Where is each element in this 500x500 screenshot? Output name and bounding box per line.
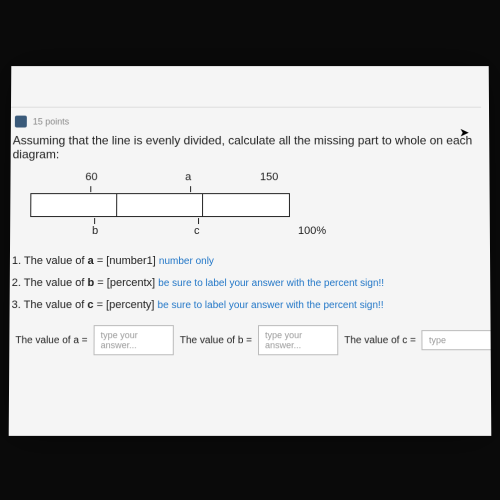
sub-question: 3. The value of c = [percenty] be sure t… xyxy=(12,299,483,311)
bar-segment xyxy=(31,194,117,216)
sub-number: 2. xyxy=(12,277,21,289)
answer-input[interactable]: type xyxy=(422,330,491,350)
sub-pre: The value of xyxy=(24,277,88,289)
diagram-tick xyxy=(198,218,199,224)
sub-question: 1. The value of a = [number1] number onl… xyxy=(12,255,482,267)
bar-diagram: 60 a 150 b c 100% xyxy=(30,171,350,241)
sub-hint: be sure to label your answer with the pe… xyxy=(158,300,384,311)
answer-label: The value of b = xyxy=(180,335,252,346)
sub-pre: The value of xyxy=(24,255,88,267)
question-prompt: Assuming that the line is evenly divided… xyxy=(11,133,482,161)
sub-hint: number only xyxy=(159,256,214,267)
diagram-top-label: 60 xyxy=(85,171,97,183)
points-badge-icon xyxy=(15,116,27,128)
answer-label: The value of c = xyxy=(344,335,416,346)
diagram-tick xyxy=(190,186,191,192)
sub-number: 1. xyxy=(12,255,21,267)
sub-post: = [number1] xyxy=(94,255,159,267)
diagram-top-label: a xyxy=(185,171,191,183)
sub-pre: The value of xyxy=(24,299,88,311)
points-text: 15 points xyxy=(33,117,69,127)
diagram-tick xyxy=(94,218,95,224)
diagram-top-label: 150 xyxy=(260,171,278,183)
answer-label: The value of a = xyxy=(15,335,87,346)
sub-questions: 1. The value of a = [number1] number onl… xyxy=(10,255,483,311)
top-toolbar xyxy=(11,78,481,108)
sub-post: = [percenty] xyxy=(93,299,157,311)
bar-segment xyxy=(117,194,203,216)
sub-hint: be sure to label your answer with the pe… xyxy=(158,278,384,289)
cursor-icon: ➤ xyxy=(459,126,469,140)
worksheet-screen: ➤ 15 points Assuming that the line is ev… xyxy=(9,66,492,436)
sub-post: = [percentx] xyxy=(94,277,158,289)
points-row: 15 points xyxy=(11,116,481,128)
answer-row: The value of a = type your answer... The v… xyxy=(9,325,482,355)
answer-input[interactable]: type your answer... xyxy=(258,325,338,355)
bar-segment xyxy=(203,194,289,216)
answer-input[interactable]: type your answer... xyxy=(94,325,174,355)
diagram-tick xyxy=(90,186,91,192)
diagram-bottom-label: c xyxy=(194,225,200,237)
sub-question: 2. The value of b = [percentx] be sure t… xyxy=(12,277,483,289)
diagram-bottom-label: 100% xyxy=(298,225,326,237)
sub-number: 3. xyxy=(12,299,21,311)
bar-container xyxy=(30,193,290,217)
diagram-bottom-label: b xyxy=(92,225,98,237)
